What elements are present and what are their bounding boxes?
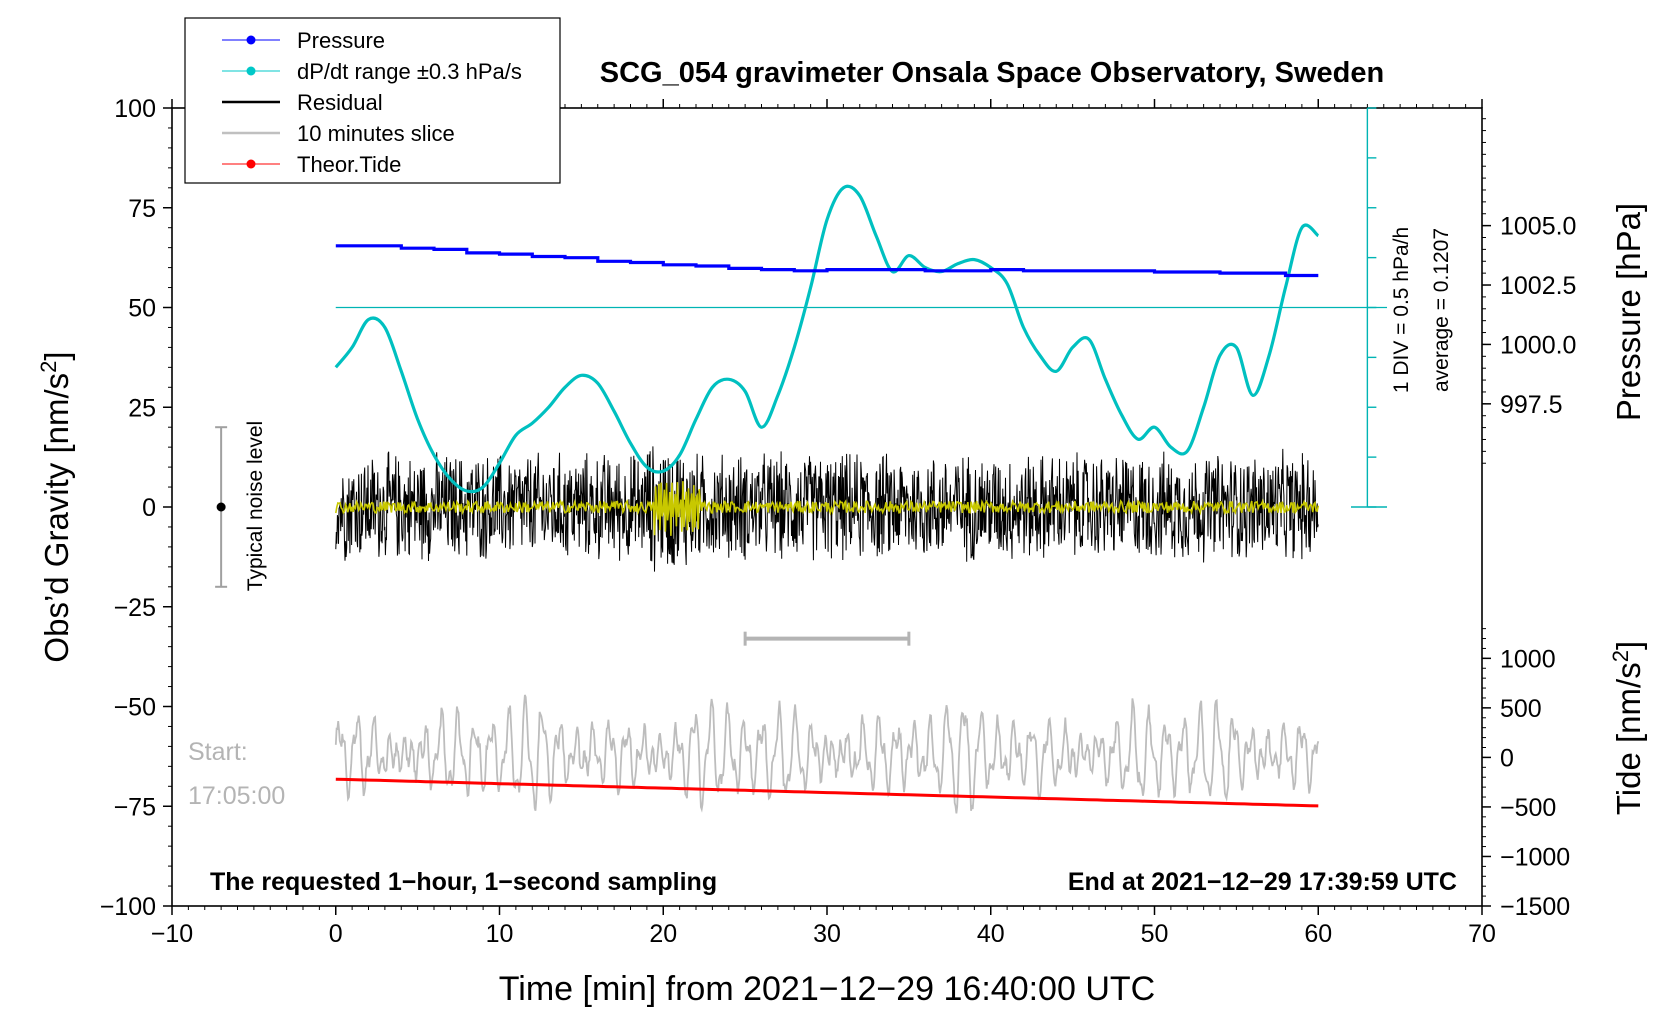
y-tick-label: −50	[114, 694, 156, 722]
pressure-series	[335, 244, 1319, 278]
legend-box	[184, 17, 561, 184]
x-tick-label: 20	[649, 920, 677, 948]
y-tick-label: 50	[128, 295, 156, 323]
noise-bar-center	[216, 502, 226, 512]
y-tick-label: 100	[114, 95, 156, 123]
slice-series	[334, 694, 1320, 814]
start-time: 17:05:00	[188, 782, 285, 810]
tide-tick-label: −1500	[1500, 893, 1570, 921]
y-axis-left-label-close: ]	[38, 351, 75, 360]
tide-axis-label-sup: 2	[1608, 650, 1633, 662]
start-label: Start:	[188, 738, 248, 766]
end-time-note: End at 2021−12−29 17:39:59 UTC	[1068, 868, 1457, 896]
y-tick-label: 25	[128, 394, 156, 422]
legend-pressure-marker	[246, 35, 256, 45]
tide-line	[335, 777, 1319, 808]
pressure-axis-label: Pressure [hPa]	[1610, 203, 1647, 421]
pressure-tick-label: 1002.5	[1500, 272, 1576, 300]
y-axis-left-label: Obs’d Gravity [nm/s2]	[36, 351, 75, 662]
tide-axis-label-main: Tide [nm/s	[1610, 662, 1647, 815]
pressure-axis-ticks: 1005.0 1002.5 1000.0 997.5	[1482, 118, 1576, 464]
pressure-tick-label: 1000.0	[1500, 331, 1576, 359]
tide-tick-label: 500	[1500, 695, 1542, 723]
legend: Pressure dP/dt range ±0.3 hPa/s Residual…	[184, 17, 561, 184]
slice-window-marker	[743, 631, 911, 646]
tide-series	[335, 777, 1319, 808]
legend-dpdt-label: dP/dt range ±0.3 hPa/s	[297, 59, 522, 84]
residual-line	[335, 446, 1319, 572]
tide-tick-label: −1000	[1500, 843, 1570, 871]
tide-tick-label: 1000	[1500, 645, 1556, 673]
legend-dpdt-marker	[246, 66, 256, 76]
x-tick-label: 10	[486, 920, 514, 948]
y-axis-left-ticks: 100 75 50 25 0 −25 −50 −75 −100	[100, 95, 172, 921]
sampling-note: The requested 1−hour, 1−second sampling	[210, 868, 717, 896]
tide-axis-label: Tide [nm/s2]	[1608, 641, 1647, 815]
x-tick-label: 70	[1468, 920, 1496, 948]
noise-level-label: Typical noise level	[244, 421, 267, 591]
pressure-tick-label: 997.5	[1500, 391, 1563, 419]
x-tick-label: 60	[1304, 920, 1332, 948]
slice-line	[334, 694, 1320, 814]
chart-title: SCG_054 gravimeter Onsala Space Observat…	[600, 57, 1384, 89]
x-tick-label: 0	[329, 920, 343, 948]
noise-level-bar	[215, 426, 228, 588]
legend-tide-marker	[246, 159, 256, 169]
tide-axis-label-close: ]	[1610, 641, 1647, 650]
y-tick-label: 0	[142, 494, 156, 522]
tide-tick-label: 0	[1500, 744, 1514, 772]
pressure-scale-average-label: average = 0.1207	[1430, 228, 1453, 392]
dpdt-line	[334, 184, 1320, 494]
y-tick-label: −25	[114, 594, 156, 622]
legend-residual-label: Residual	[297, 90, 383, 115]
y-tick-label: 75	[128, 195, 156, 223]
x-axis-ticks: −10 0 10 20 30 40 50 60 70	[151, 99, 1496, 948]
legend-slice-label: 10 minutes slice	[297, 121, 455, 146]
y-axis-left-label-sup: 2	[36, 361, 61, 373]
legend-tide-label: Theor.Tide	[297, 152, 401, 177]
x-tick-label: −10	[151, 920, 193, 948]
y-tick-label: −75	[114, 793, 156, 821]
pressure-line	[335, 244, 1319, 278]
legend-pressure-label: Pressure	[297, 28, 385, 53]
tide-tick-label: −500	[1500, 794, 1556, 822]
residual-smoothed-line	[335, 481, 1320, 536]
x-axis-label: Time [min] from 2021−12−29 16:40:00 UTC	[499, 970, 1155, 1008]
x-tick-label: 30	[813, 920, 841, 948]
residual-smoothed-series	[335, 481, 1320, 536]
pressure-tick-label: 1005.0	[1500, 213, 1576, 241]
residual-series	[335, 446, 1319, 572]
y-axis-left-label-main: Obs’d Gravity [nm/s	[38, 373, 75, 663]
x-tick-label: 40	[977, 920, 1005, 948]
dpdt-series	[334, 184, 1320, 494]
x-tick-label: 50	[1141, 920, 1169, 948]
pressure-scale-bar	[335, 107, 1388, 508]
y-tick-label: −100	[100, 893, 156, 921]
tide-axis-ticks: 1000 500 0 −500 −1000 −1500	[1482, 628, 1570, 921]
pressure-scale-div-label: 1 DIV = 0.5 hPa/h	[1390, 227, 1413, 393]
